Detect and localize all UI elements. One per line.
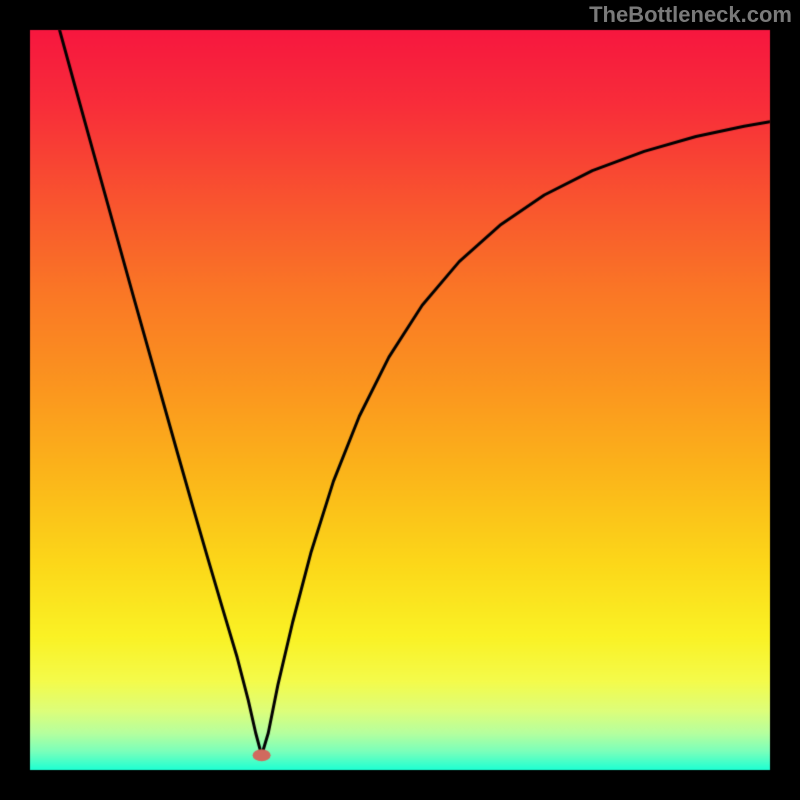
watermark-label: TheBottleneck.com [589, 2, 792, 28]
chart-container: TheBottleneck.com [0, 0, 800, 800]
bottleneck-curve [0, 0, 800, 800]
